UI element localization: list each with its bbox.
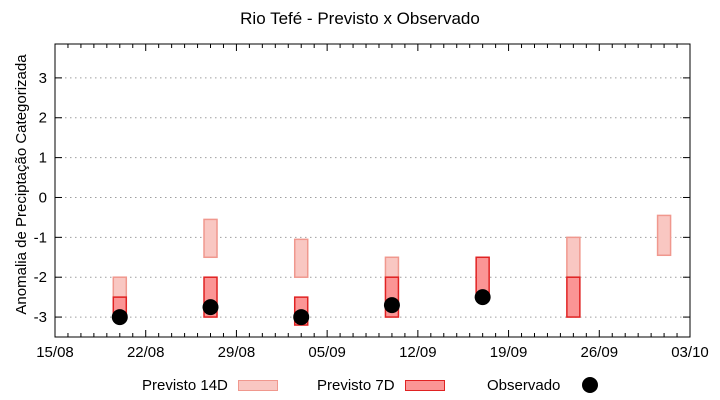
legend-label-observado: Observado [487,376,561,394]
observado-dot [383,297,400,314]
previsto-7d-box [566,276,581,318]
legend-label-previsto-7d: Previsto 7D [317,376,395,394]
chart-title: Rio Tefé - Previsto x Observado [240,9,480,28]
previsto-14d-box [203,218,218,259]
plot-border [54,43,691,338]
x-tick-label: 26/09 [581,344,619,361]
observado-dot [293,309,310,326]
previsto-14d-box [656,214,672,257]
y-tick-label: -3 [34,309,47,326]
y-tick-label: 1 [39,150,47,167]
y-tick-label: 3 [39,70,47,87]
legend-swatch-previsto-14d [237,379,278,391]
y-tick-label: -1 [34,229,47,246]
x-tick-label: 22/08 [127,344,165,361]
previsto-7d-box [475,256,490,294]
x-tick-label: 29/08 [218,344,256,361]
previsto-14d-box [384,256,400,278]
legend-item-previsto-7d: Previsto 7D [317,376,445,394]
x-tick-label: 19/09 [490,344,528,361]
observado-dot [111,309,128,326]
legend-label-previsto-14d: Previsto 14D [142,376,228,394]
previsto-14d-box [566,236,581,278]
y-tick-label: 0 [39,189,47,206]
x-tick-label: 05/09 [308,344,346,361]
x-tick-label: 03/10 [671,344,709,361]
y-tick-label: -2 [34,269,47,286]
legend-item-observado: Observado [487,376,599,394]
x-tick-label: 12/09 [399,344,437,361]
legend-dot-observado [582,377,599,393]
previsto-14d-box [293,238,309,278]
legend-swatch-previsto-7d [404,379,445,391]
observado-dot [202,299,219,316]
observado-dot [474,289,491,306]
legend-item-previsto-14d: Previsto 14D [142,376,278,394]
y-tick-label: 2 [39,110,47,127]
x-tick-label: 15/08 [36,344,74,361]
previsto-14d-box [112,276,128,298]
